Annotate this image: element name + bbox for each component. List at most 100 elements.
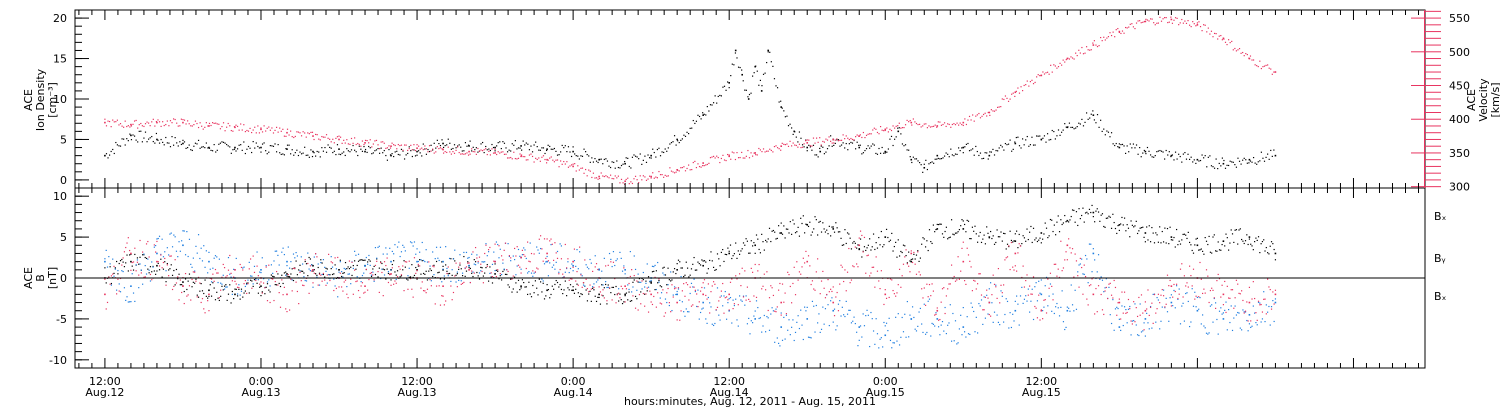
trend-dot [308,292,310,294]
trend-dot [192,281,194,283]
trend-dot [515,282,517,284]
trend-dot [943,155,946,157]
trend-dot [627,177,629,179]
trend-dot [769,51,771,53]
trend-dot [144,131,147,133]
trend-dot [510,260,512,262]
trend-dot [564,243,566,246]
trend-dot [307,154,309,156]
trend-dot [197,296,200,298]
trend-dot [927,300,929,302]
trend-dot [1071,126,1074,129]
trend-dot [1099,278,1101,280]
trend-dot [601,294,603,296]
trend-dot [484,272,486,274]
trend-dot [987,111,989,114]
trend-dot [1261,318,1264,320]
trend-dot [585,151,587,153]
trend-dot [307,275,309,277]
trend-dot [291,135,293,138]
trend-dot [197,139,200,142]
trend-dot [1255,322,1257,324]
trend-dot [965,123,968,126]
trend-dot [770,61,772,63]
trend-dot [165,284,167,286]
trend-dot [1121,291,1123,293]
trend-dot [1187,286,1189,288]
b2-point [676,301,678,304]
trend-dot [752,155,754,157]
b2-point [208,293,210,296]
trend-dot [380,147,382,149]
trend-dot [174,118,176,121]
trend-dot [1071,248,1074,250]
trend-dot [274,129,276,132]
trend-dot [785,313,788,315]
velocity-point [1144,20,1147,23]
trend-dot [316,274,318,276]
trend-dot [187,255,189,258]
trend-dot [517,147,520,149]
trend-dot [1097,285,1100,287]
trend-dot [249,279,252,281]
trend-dot [530,252,533,255]
trend-dot [491,276,494,278]
density-tick-label: 15 [53,53,67,66]
trend-dot [275,126,278,128]
trend-dot [1225,311,1227,314]
trend-dot [489,272,491,275]
trend-dot [1105,286,1107,289]
trend-dot [849,309,851,311]
trend-dot [443,304,445,306]
trend-dot [1242,51,1244,54]
trend-dot [235,288,237,290]
trend-dot [419,259,421,261]
trend-dot [1109,314,1111,316]
trend-dot [1242,299,1244,302]
trend-dot [1087,304,1089,306]
trend-dot [861,336,863,338]
trend-dot [973,120,975,122]
trend-dot [523,281,525,284]
trend-dot [1118,298,1120,300]
trend-dot [1096,208,1098,210]
trend-dot [549,262,551,264]
trend-dot [381,271,383,274]
trend-dot [300,280,302,282]
trend-dot [376,260,378,262]
trend-dot [832,226,834,228]
trend-dot [979,152,982,154]
trend-dot [452,291,455,294]
trend-dot [1122,312,1124,314]
trend-dot [995,286,997,288]
trend-dot [1179,22,1181,24]
trend-dot [607,264,609,266]
trend-dot [761,288,763,290]
trend-dot [383,261,386,263]
trend-dot [536,246,538,248]
trend-dot [968,150,971,152]
trend-dot [936,126,938,128]
trend-dot [333,278,335,280]
trend-dot [607,286,609,289]
trend-dot [923,287,925,289]
trend-dot [500,273,503,276]
density-point [884,150,887,153]
trend-dot [352,144,354,147]
trend-dot [400,275,403,277]
trend-dot [536,158,538,161]
trend-dot [906,263,908,265]
trend-dot [970,302,972,304]
trend-dot [1192,305,1195,307]
trend-dot [1025,240,1027,242]
trend-dot [1226,43,1228,46]
b1-point [1196,309,1199,312]
trend-dot [1256,163,1258,165]
trend-dot [836,138,838,140]
trend-dot [482,150,484,152]
trend-dot [1142,21,1144,23]
trend-dot [1120,143,1122,146]
trend-dot [507,243,509,245]
trend-dot [1191,285,1193,287]
trend-dot [1191,249,1193,252]
